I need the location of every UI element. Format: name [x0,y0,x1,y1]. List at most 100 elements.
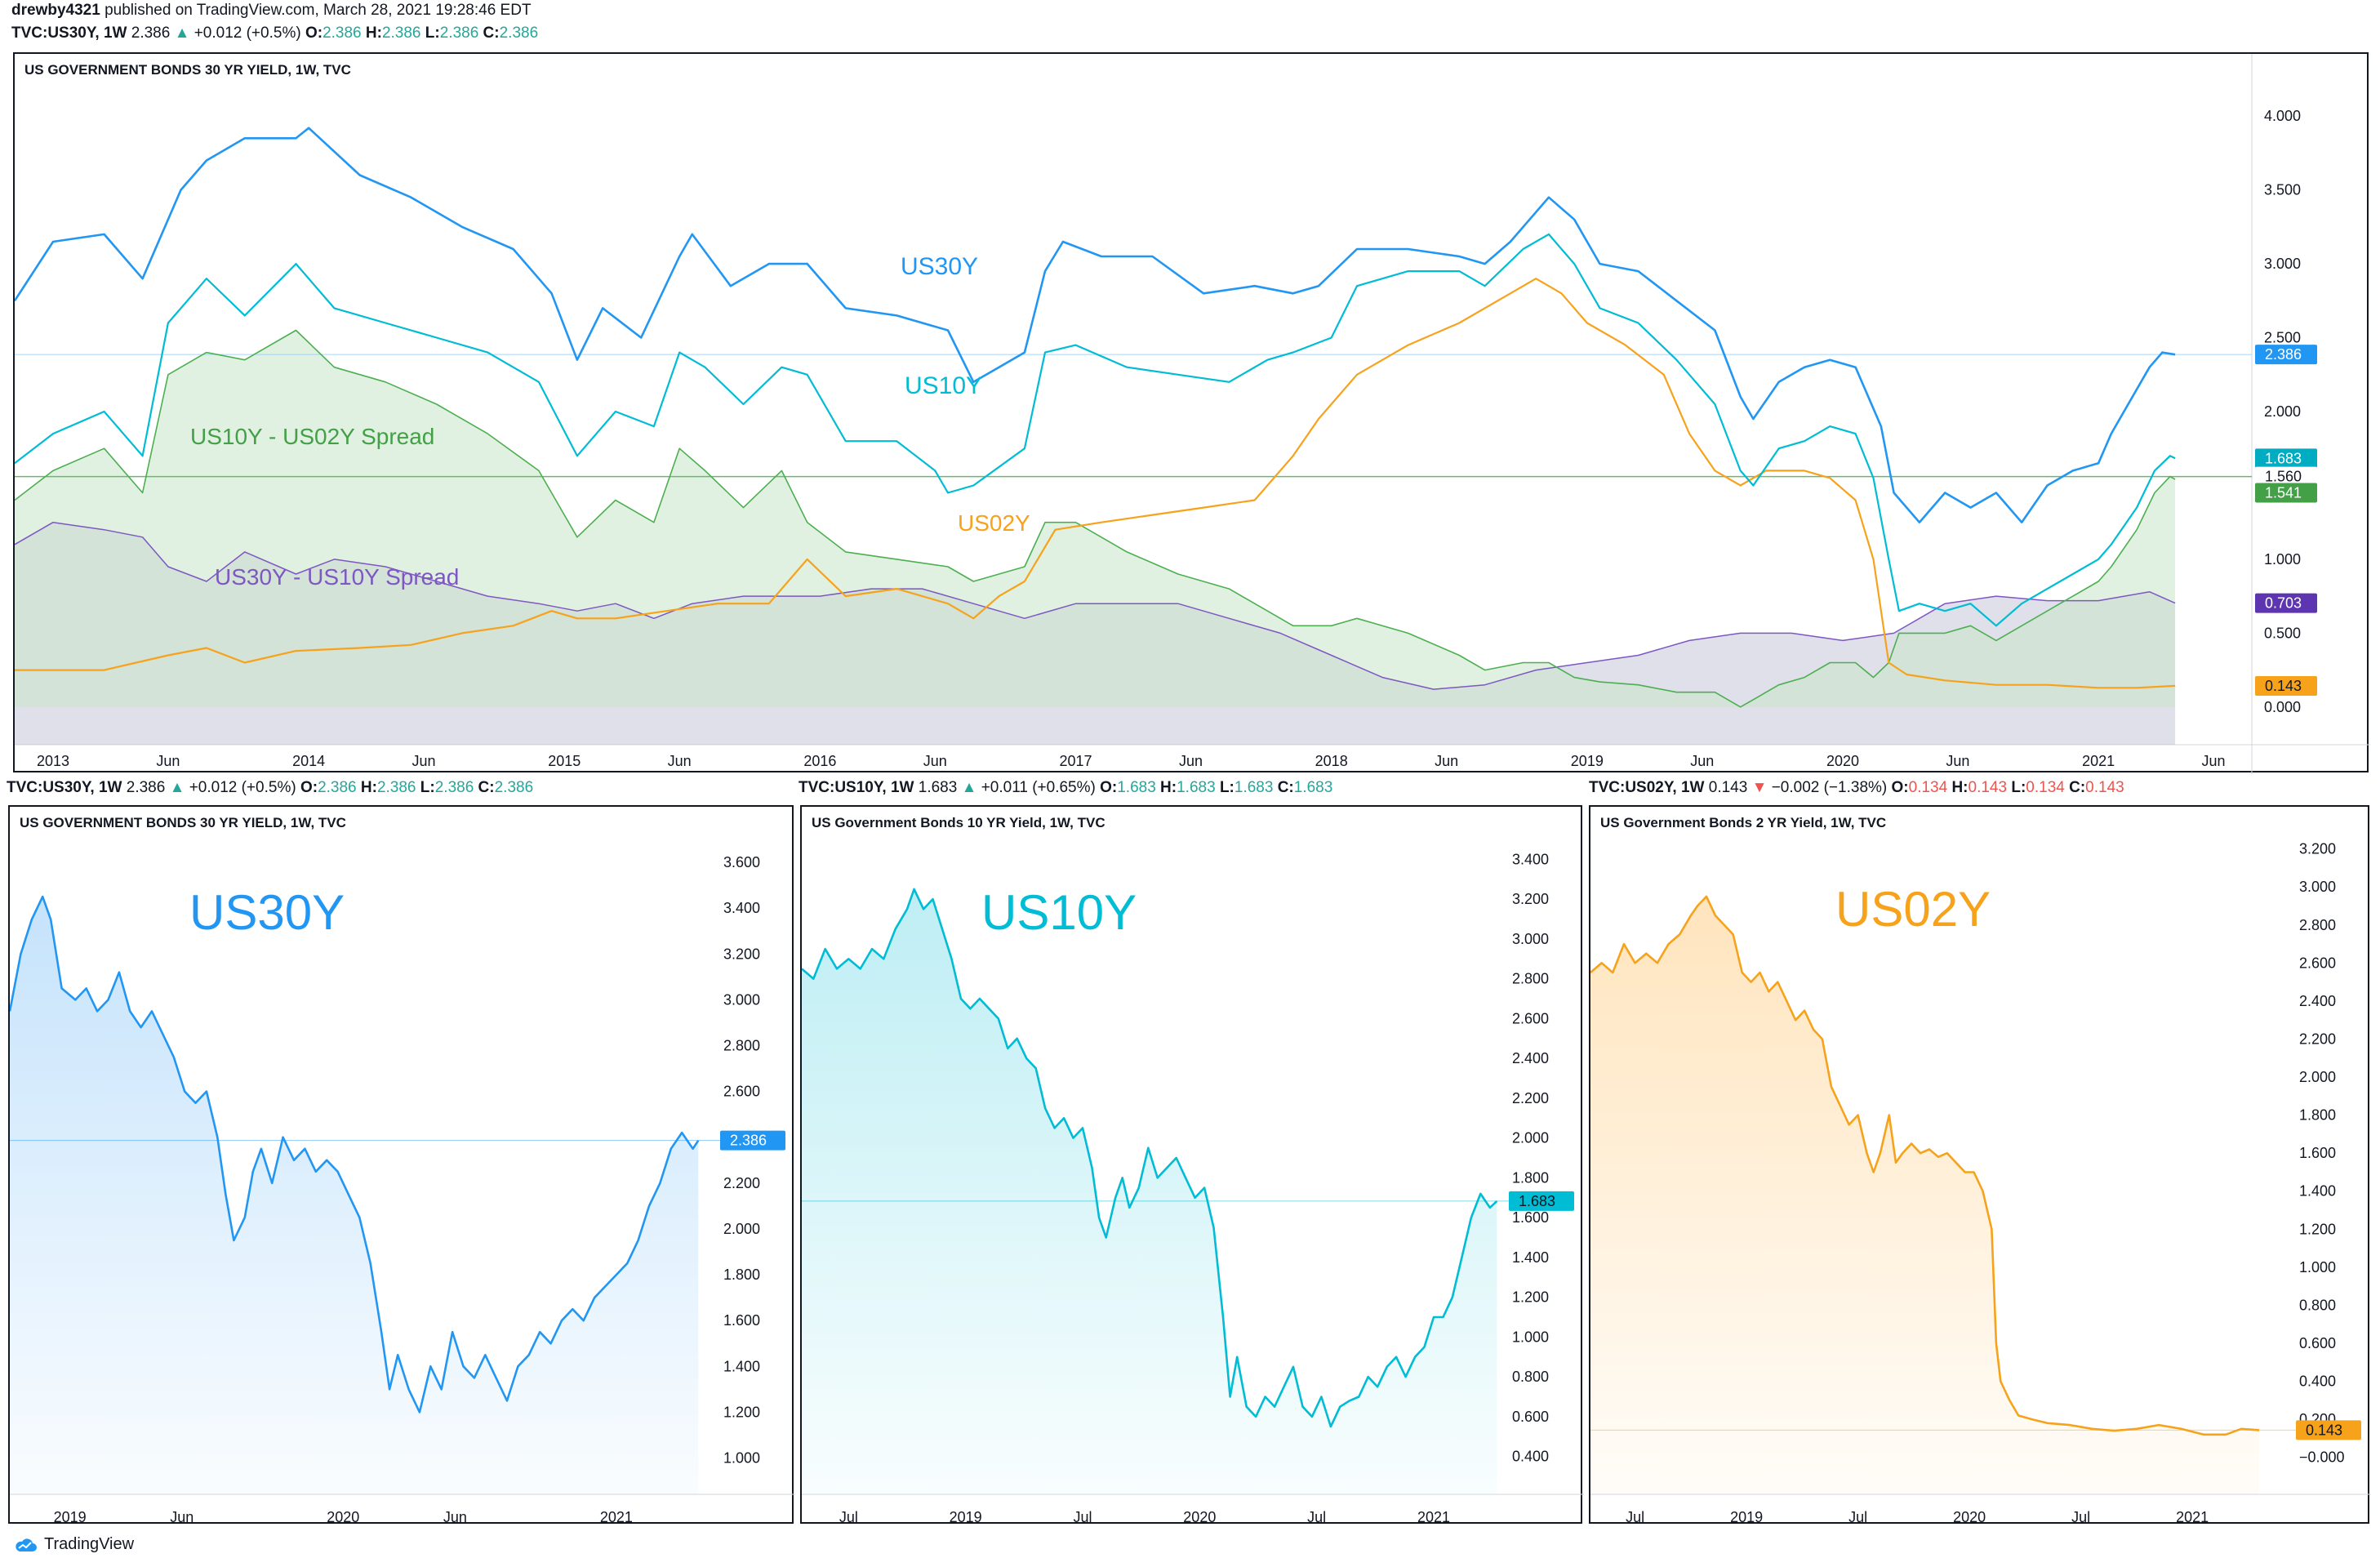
main-chart-title: US GOVERNMENT BONDS 30 YR YIELD, 1W, TVC [24,62,351,78]
triangle-up-icon: ▲ [961,779,977,796]
y-tick-label: 2.000 [723,1221,760,1237]
y-tick-label: 0.600 [1512,1409,1549,1425]
svg-text:0.143: 0.143 [2306,1422,2342,1438]
x-tick-label: Jun [170,1509,194,1525]
sub-legend-last: 0.143 [1708,779,1748,796]
sub-legend-symbol: TVC:US10Y, 1W [799,779,914,796]
y-tick-label: 2.200 [723,1175,760,1191]
price-label-us10y: 1.683 [2255,448,2317,469]
y-tick-label: 3.500 [2264,182,2301,198]
main-chart[interactable]: US30Y US10Y US10Y - US02Y Spread US02Y US30Y… [15,54,2370,774]
sub-legend-high: 1.683 [1177,779,1216,796]
l-label: L: [1219,779,1234,796]
series-annotation: US30Y [189,885,345,940]
us02y-chart-panel[interactable]: US02Y 3.200 3.000 2.800 2.600 2.400 2.200 2.000… [1589,805,2371,1525]
svg-text:1.683: 1.683 [1519,1193,1555,1209]
x-tick-label: 2020 [327,1509,359,1525]
x-tick-label: Jun [156,753,180,769]
y-tick-label: 2.600 [1512,1010,1549,1026]
us10y-chart-panel[interactable]: US10Y 3.400 3.200 3.000 2.800 2.600 2.400 2.200… [800,805,1584,1525]
sub-legend-open: 1.683 [1117,779,1156,796]
series-line [1590,895,2260,1436]
svg-text:2.386: 2.386 [730,1133,767,1149]
x-tick-label: Jun [443,1509,467,1525]
x-tick-label: 2020 [1183,1509,1216,1525]
y-tick-label: 0.400 [2299,1373,2336,1390]
price-label: 2.386 [720,1130,785,1151]
y-tick-label: 2.000 [1512,1130,1549,1146]
us30y-chart-title: US GOVERNMENT BONDS 30 YR YIELD, 1W, TVC [20,815,346,830]
sub-legend-last: 1.683 [918,779,958,796]
main-chart-panel[interactable]: US30Y US10Y US10Y - US02Y Spread US02Y US30Y… [13,52,2370,774]
sub-legend-change: −0.002 (−1.38%) [1771,779,1888,796]
y-tick-label: 3.400 [723,900,760,916]
y-tick-label: 0.600 [2299,1335,2336,1351]
price-label: 0.143 [2296,1420,2361,1440]
y-tick-label: 2.400 [1512,1050,1549,1066]
y-tick-label: 2.500 [2264,330,2301,346]
x-tick-label: 2020 [1953,1509,1986,1525]
main-legend-open: 2.386 [323,24,362,42]
price-label: 1.683 [1509,1191,1574,1211]
y-tick-label: 3.200 [723,946,760,962]
x-tick-label: 2016 [803,753,836,769]
sub-legend-last: 2.386 [126,779,166,796]
x-tick-label: 2015 [548,753,581,769]
us30y-line [15,127,2176,524]
y-tick-label: 2.200 [1512,1090,1549,1106]
us10y-line [15,233,2176,627]
price-label-us30y: 2.386 [2255,345,2317,365]
x-tick-label: Jun [412,753,436,769]
price-label-spread-10-02: 1.541 [2255,483,2317,503]
series-annotation-1: US10Y [905,372,982,399]
x-tick-label: Jul [1307,1509,1326,1525]
y-tick-label: 1.000 [723,1450,760,1467]
y-tick-label: 2.800 [1512,971,1549,987]
sub-legend-us10y: TVC:US10Y, 1W 1.683 ▲ +0.011 (+0.65%) O:… [799,779,1332,797]
y-tick-label: 1.600 [723,1312,760,1329]
y-tick-label: 3.600 [723,854,760,870]
publish-info: published on TradingView.com, March 28, … [105,2,532,19]
us30y-chart[interactable]: US30Y3.6003.4003.2003.0002.8002.6002.400… [10,807,795,1525]
sub-legend-close: 1.683 [1293,779,1333,796]
y-tick-label: 1.200 [1512,1289,1549,1306]
sub-legend-high: 2.386 [376,779,416,796]
y-tick-label: 1.400 [1512,1249,1549,1266]
y-tick-label: 4.000 [2264,108,2301,124]
sub-legend-us30y: TVC:US30Y, 1W 2.386 ▲ +0.012 (+0.5%) O:2… [7,779,533,797]
area-fill [802,888,1497,1494]
us02y-chart[interactable]: US02Y 3.200 3.000 2.800 2.600 2.400 2.200 2.000… [1590,807,2371,1525]
series-annotation: US02Y [1835,882,1991,937]
us30y-chart-panel[interactable]: US30Y3.6003.4003.2003.0002.8002.6002.400… [8,805,795,1525]
x-tick-label: Jun [1690,753,1714,769]
area-fill [10,897,699,1494]
y-tick-label: 3.200 [2299,841,2336,857]
c-label: C: [1277,779,1294,796]
publisher-name[interactable]: drewby4321 [11,2,100,19]
y-tick-label: 3.000 [1512,931,1549,947]
x-tick-label: 2021 [600,1509,633,1525]
us10y-chart[interactable]: US10Y 3.400 3.200 3.000 2.800 2.600 2.400 2.200… [802,807,1584,1525]
x-tick-label: 2019 [54,1509,87,1525]
sub-legend-low: 2.386 [434,779,474,796]
cloud-logo-icon [16,1538,37,1551]
tradingview-brand[interactable]: TradingView [13,1535,134,1554]
y-tick-label: −0.000 [2299,1449,2345,1466]
y-tick-label: 3.400 [1512,851,1549,867]
h-label: H: [360,779,377,796]
y-tick-label: 0.800 [1512,1369,1549,1385]
y-tick-label: 1.200 [2299,1221,2336,1237]
us02y-chart-title: US Government Bonds 2 YR Yield, 1W, TVC [1600,815,1887,830]
series-annotation: US10Y [981,885,1137,940]
series-annotation-2: US10Y - US02Y Spread [190,424,434,449]
us10y-chart-title: US Government Bonds 10 YR Yield, 1W, TVC [812,815,1105,830]
sub-legend-change: +0.012 (+0.5%) [189,779,296,796]
main-legend-last: 2.386 [131,24,171,42]
price-label-us02y: 0.143 [2255,675,2317,696]
y-tick-label: 1.800 [723,1267,760,1283]
area-fill [1590,896,2260,1494]
sub-legend-change: +0.011 (+0.65%) [981,779,1096,796]
svg-text:1.560: 1.560 [2265,469,2302,485]
sub-legend-low: 0.134 [2026,779,2065,796]
y-tick-label: 3.000 [2264,256,2301,272]
